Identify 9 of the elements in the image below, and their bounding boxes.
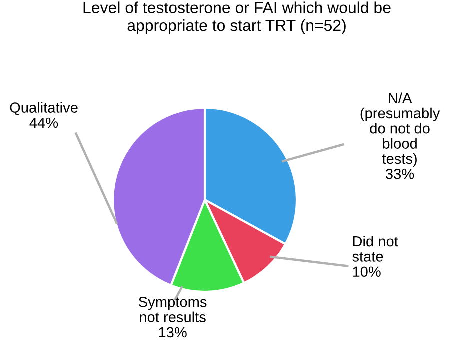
slice-label: Did not state	[352, 236, 398, 262]
data-label: 10%	[353, 266, 381, 278]
data-label: 13%	[159, 327, 187, 338]
chart-title: Level of testosterone or FAI which would be appropriate to start TRT (n=52)	[84, 2, 391, 34]
slice-label: Qualitative	[10, 102, 78, 116]
data-label: 33%	[386, 168, 414, 180]
slice-label: Symptoms not results	[139, 296, 207, 322]
slice-label: N/A (presumably do not do blood tests)	[360, 92, 440, 167]
data-label: 44%	[30, 118, 58, 128]
